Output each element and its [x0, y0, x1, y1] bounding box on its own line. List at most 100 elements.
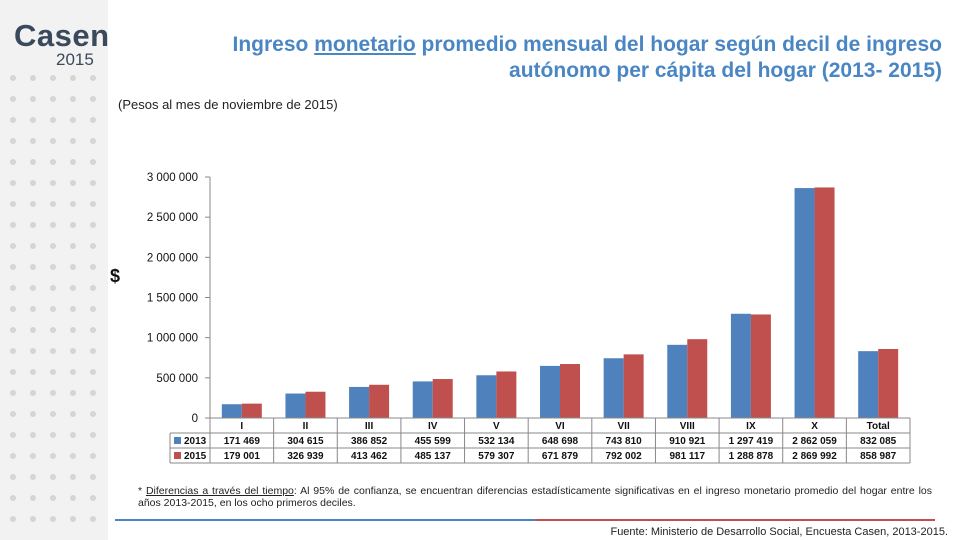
sidebar-dot — [70, 432, 76, 438]
sidebar-dot — [50, 369, 56, 375]
sidebar-dot — [10, 348, 16, 354]
sidebar-dot — [50, 411, 56, 417]
sidebar-dot — [30, 453, 36, 459]
sidebar-dot — [10, 117, 16, 123]
sidebar-dot — [70, 222, 76, 228]
sidebar-dot — [70, 348, 76, 354]
sidebar-dot — [70, 75, 76, 81]
sidebar-dot — [90, 369, 96, 375]
sidebar-dot — [30, 117, 36, 123]
page-title: Ingreso monetario promedio mensual del h… — [130, 32, 942, 84]
sidebar-dot — [90, 117, 96, 123]
bar-2013-III — [349, 386, 370, 418]
sidebar-dot — [70, 180, 76, 186]
logo-year: 2015 — [56, 50, 94, 69]
y-axis-label: $ — [110, 266, 121, 286]
sidebar-dot — [50, 138, 56, 144]
bar-2013-VIII — [667, 344, 688, 418]
sidebar-dot — [50, 306, 56, 312]
sidebar-dot — [90, 180, 96, 186]
footnote-underlined: Diferencias a través del tiempo — [145, 485, 294, 497]
source-text: Fuente: Ministerio de Desarrollo Social,… — [610, 526, 948, 538]
sidebar-dot — [70, 327, 76, 333]
sidebar-dot — [30, 285, 36, 291]
sidebar-dot — [90, 243, 96, 249]
sidebar-dot — [10, 390, 16, 396]
legend-label-2013: 2013 — [184, 436, 207, 447]
bar-2013-I — [221, 404, 242, 418]
sidebar-dot — [30, 411, 36, 417]
bar-2013-Total — [858, 351, 879, 418]
y-tick-label: 500 000 — [156, 373, 198, 385]
bar-2013-IX — [730, 313, 751, 418]
sidebar-dot — [10, 264, 16, 270]
sidebar-dot — [30, 390, 36, 396]
divider-blue — [115, 519, 535, 521]
data-label: 1 297 419 — [729, 436, 774, 447]
sidebar-dot — [90, 96, 96, 102]
legend-swatch-2013 — [174, 437, 181, 444]
data-label: 858 987 — [860, 451, 897, 462]
sidebar-dot — [10, 222, 16, 228]
sidebar-dot — [10, 243, 16, 249]
data-label: 455 599 — [415, 436, 452, 447]
y-tick-label: 0 — [192, 413, 198, 425]
sidebar-dot — [50, 243, 56, 249]
data-label: 413 462 — [351, 451, 388, 462]
y-tick-label: 2 000 000 — [147, 252, 198, 264]
data-label: 2 862 059 — [792, 436, 837, 447]
legend-label-2015: 2015 — [184, 451, 207, 462]
sidebar-dot — [10, 159, 16, 165]
sidebar-dot — [90, 516, 96, 522]
category-label: V — [493, 421, 500, 432]
bar-2015-Total — [878, 348, 899, 418]
sidebar-dot — [30, 327, 36, 333]
data-label: 832 085 — [860, 436, 897, 447]
sidebar-dot — [90, 411, 96, 417]
bar-2015-II — [305, 391, 326, 418]
sidebar-dot — [90, 75, 96, 81]
sidebar-dot — [10, 138, 16, 144]
category-label: IV — [428, 421, 438, 432]
bar-2015-III — [369, 384, 390, 418]
data-label: 648 698 — [542, 436, 579, 447]
sidebar-dot — [90, 495, 96, 501]
sidebar-dot — [30, 516, 36, 522]
bar-2013-V — [476, 375, 497, 418]
sidebar-dot — [90, 201, 96, 207]
sidebar-dot — [30, 243, 36, 249]
sidebar-dot — [70, 411, 76, 417]
sidebar-dot — [70, 516, 76, 522]
bar-2015-VIII — [687, 339, 708, 418]
sidebar-dot — [90, 474, 96, 480]
category-label: X — [811, 421, 818, 432]
sidebar-dot — [50, 495, 56, 501]
sidebar-dot — [50, 96, 56, 102]
data-label: 326 939 — [287, 451, 324, 462]
sidebar-dot — [90, 159, 96, 165]
category-label: IX — [746, 421, 756, 432]
sidebar-dot — [30, 159, 36, 165]
sidebar-dot — [10, 411, 16, 417]
chart-subtitle: (Pesos al mes de noviembre de 2015) — [118, 97, 338, 112]
footnote-text: : Al 95% de confianza, se encuentran dif… — [138, 485, 932, 509]
data-label: 171 469 — [224, 436, 261, 447]
sidebar-dot — [50, 390, 56, 396]
sidebar-dot — [90, 327, 96, 333]
title-part-2: promedio mensual del hogar según decil d… — [415, 33, 942, 82]
sidebar-dot — [90, 264, 96, 270]
sidebar-dot — [70, 495, 76, 501]
sidebar-dot — [10, 306, 16, 312]
sidebar-dot — [70, 243, 76, 249]
title-part-1: Ingreso — [232, 33, 315, 56]
data-label: 2 869 992 — [792, 451, 837, 462]
category-label: Total — [867, 421, 890, 432]
sidebar-dot — [30, 222, 36, 228]
legend-swatch-2015 — [174, 452, 181, 459]
bar-2015-VI — [560, 364, 580, 418]
logo-casen: Casen — [14, 18, 110, 53]
sidebar-decoration — [0, 0, 108, 540]
sidebar-dot — [30, 495, 36, 501]
sidebar-dot — [70, 306, 76, 312]
data-label: 981 117 — [669, 451, 705, 462]
